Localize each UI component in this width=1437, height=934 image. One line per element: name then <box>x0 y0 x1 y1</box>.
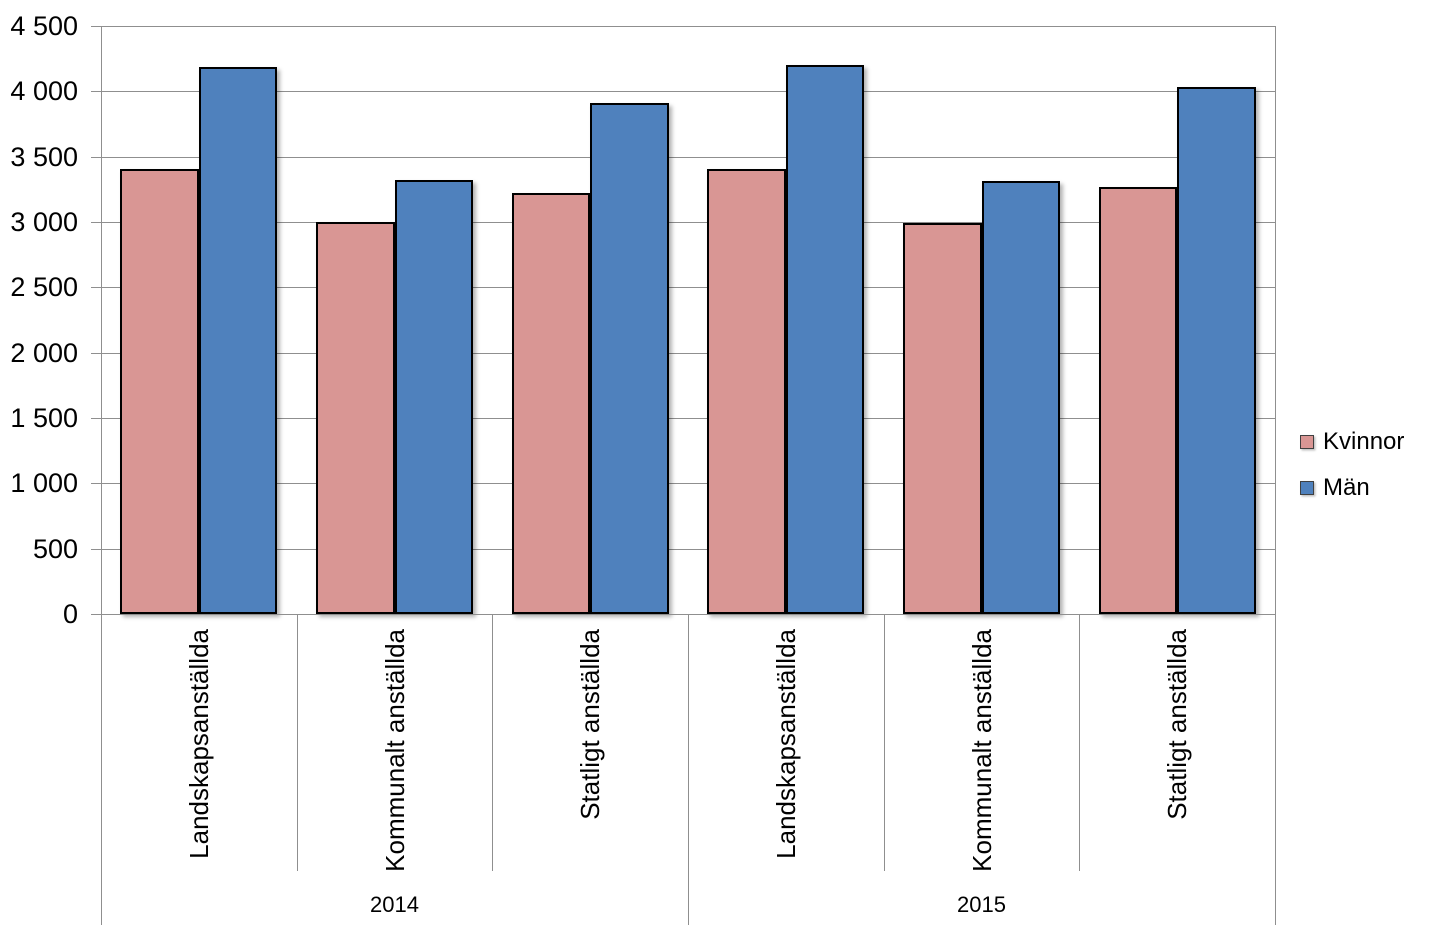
y-tick-label: 3 000 <box>10 207 78 237</box>
y-tick <box>91 548 101 550</box>
bar-mn-4 <box>981 180 1060 614</box>
gridline <box>101 156 1275 158</box>
category-separator <box>296 614 298 871</box>
y-tick-label: 4 000 <box>10 76 78 107</box>
y-tick <box>91 156 101 158</box>
y-tick <box>91 287 101 289</box>
year-label-2014: 2014 <box>370 892 419 917</box>
gridline <box>101 26 1275 27</box>
man-swatch-icon <box>1300 481 1314 495</box>
bar-kvinnor-1 <box>316 222 395 614</box>
bar-kvinnor-0 <box>120 169 199 614</box>
gridline <box>101 483 1275 485</box>
bar-mn-1 <box>394 179 473 614</box>
legend: Kvinnor Män <box>1300 429 1404 521</box>
bar-mn-0 <box>198 66 278 614</box>
category-separator <box>883 614 885 871</box>
y-tick <box>91 418 101 419</box>
bar-mn-3 <box>785 65 865 614</box>
x-axis-line <box>91 614 1275 615</box>
plot-right-border <box>1275 26 1276 925</box>
category-label-5: Statligt anställda <box>1162 629 1193 820</box>
legend-entry-kvinnor: Kvinnor <box>1300 429 1404 455</box>
bar-mn-2 <box>590 103 669 614</box>
y-tick <box>91 26 101 27</box>
y-tick-label: 1 500 <box>10 403 78 433</box>
gridline <box>101 352 1275 354</box>
category-label-0: Landskapsanställda <box>183 629 214 859</box>
category-label-1: Kommunalt anställda <box>379 629 410 872</box>
gridline <box>101 91 1275 93</box>
category-label-4: Kommunalt anställda <box>966 629 997 872</box>
y-axis-line <box>101 26 102 925</box>
y-tick-label: 4 500 <box>10 11 78 41</box>
year-label-2015: 2015 <box>957 892 1006 917</box>
group-separator <box>688 614 689 925</box>
y-tick <box>91 352 101 354</box>
bar-kvinnor-5 <box>1098 186 1178 614</box>
y-tick-label: 2 000 <box>10 337 78 368</box>
category-separator <box>1079 614 1081 871</box>
gridline <box>101 287 1275 289</box>
y-tick-label: 2 500 <box>10 272 78 303</box>
category-label-3: Landskapsanställda <box>770 629 801 859</box>
y-tick-label: 0 <box>62 599 78 629</box>
bar-kvinnor-4 <box>903 222 982 614</box>
gridline <box>101 222 1275 223</box>
y-tick-label: 500 <box>32 533 78 564</box>
y-tick-label: 3 500 <box>10 141 78 172</box>
y-tick <box>91 91 101 93</box>
kvinnor-swatch-icon <box>1300 435 1314 449</box>
gridline <box>101 548 1275 550</box>
legend-label-kvinnor: Kvinnor <box>1323 428 1405 455</box>
bar-kvinnor-2 <box>511 193 591 614</box>
legend-entry-man: Män <box>1300 475 1404 501</box>
bar-kvinnor-3 <box>707 169 786 614</box>
legend-label-man: Män <box>1323 474 1370 501</box>
category-label-2: Statligt anställda <box>575 629 606 820</box>
y-tick <box>91 483 101 485</box>
y-tick <box>91 222 101 223</box>
bar-mn-5 <box>1177 87 1256 614</box>
gridline <box>101 418 1275 419</box>
category-separator <box>492 614 494 871</box>
y-tick-label: 1 000 <box>10 468 78 499</box>
